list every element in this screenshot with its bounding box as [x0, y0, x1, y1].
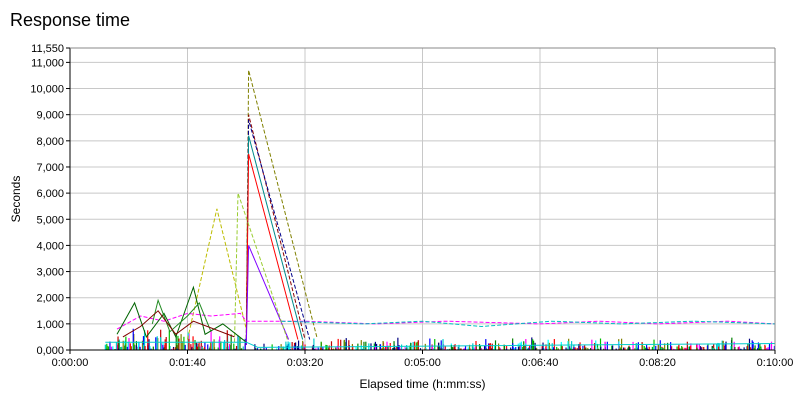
series-line-5: [245, 153, 299, 345]
series-line-9: [281, 320, 776, 328]
series-line-6: [245, 245, 290, 345]
y-tick-label: 7,000: [36, 162, 64, 174]
y-tick-label: 8,000: [36, 136, 64, 148]
x-tick-label: 0:05:00: [404, 357, 441, 369]
y-tick-label: 4,000: [36, 240, 64, 252]
x-tick-label: 0:10:00: [757, 357, 794, 369]
y-tick-label: 9,000: [36, 110, 64, 122]
y-tick-label: 6,000: [36, 188, 64, 200]
y-tick-label: 10,000: [30, 84, 64, 96]
y-tick-label: 11,550: [31, 43, 64, 55]
x-tick-label: 0:06:40: [522, 357, 559, 369]
x-tick-label: 0:01:40: [169, 357, 206, 369]
series-line-0: [187, 208, 248, 340]
y-tick-label: 1,000: [36, 319, 64, 331]
y-axis-label: Seconds: [9, 176, 23, 223]
series-line-12: [122, 310, 235, 338]
y-tick-label: 11,000: [31, 57, 64, 69]
series-line-11: [151, 298, 212, 333]
series-line-10: [116, 285, 247, 343]
x-axis-label: Elapsed time (h:mm:ss): [359, 377, 485, 391]
x-tick-label: 0:00:00: [52, 357, 89, 369]
y-tick-label: 0,000: [36, 345, 64, 357]
series-line-13: [105, 341, 776, 348]
y-tick-label: 3,000: [36, 267, 64, 279]
y-tick-label: 2,000: [36, 293, 64, 305]
y-tick-label: 5,000: [36, 214, 64, 226]
series-line-2: [245, 114, 306, 345]
x-tick-label: 0:03:20: [287, 357, 324, 369]
series-line-7: [234, 192, 288, 343]
x-tick-label: 0:08:20: [639, 357, 676, 369]
chart-title: Response time: [10, 10, 131, 30]
